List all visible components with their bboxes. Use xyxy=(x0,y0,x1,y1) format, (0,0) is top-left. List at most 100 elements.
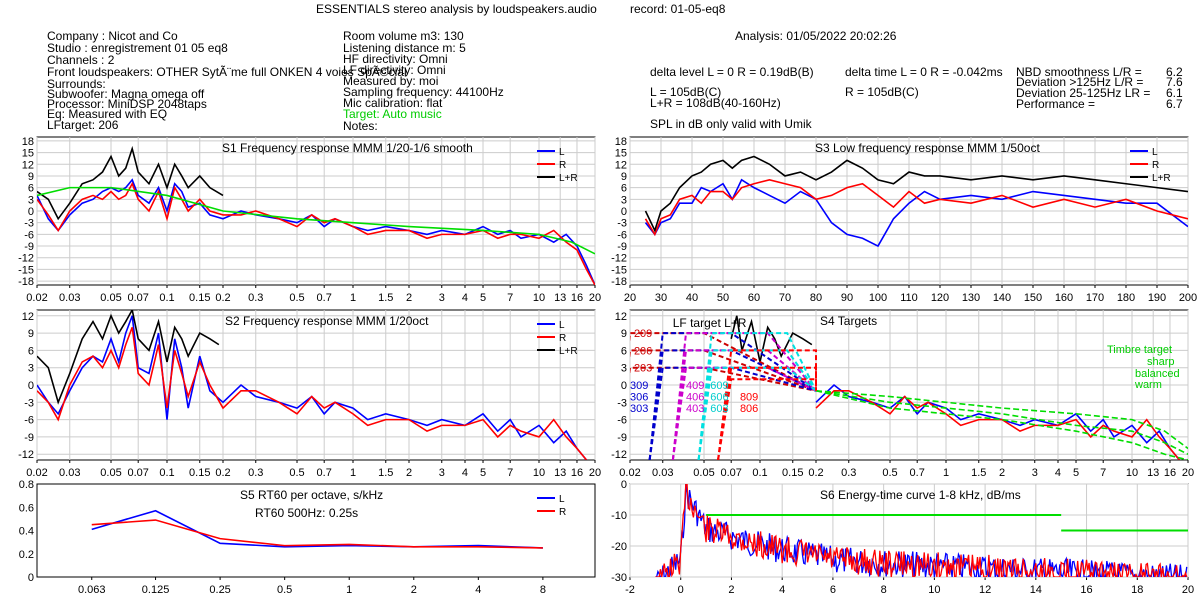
s1-xtick-label: 7 xyxy=(507,292,513,304)
s3-ytick-label: 3 xyxy=(621,194,627,206)
s5-xtick-label: 2 xyxy=(411,584,417,596)
s4-timbre-balanced: balanced xyxy=(1135,368,1180,380)
s4-lf-target-line xyxy=(671,366,817,460)
s4-lf-label: 603 xyxy=(710,403,728,415)
s6-xtick-label: 18 xyxy=(1131,584,1143,596)
s5-xtick-label: 8 xyxy=(540,584,546,596)
s5-frame xyxy=(36,483,596,578)
s3-ytick-label: -18 xyxy=(611,276,627,288)
s3-xtick-label: 80 xyxy=(810,292,822,304)
s1-ytick-label: -12 xyxy=(18,253,34,265)
spl-left-right: L+R = 108dB(40-160Hz) xyxy=(650,96,781,110)
s4-lf-label: 609 xyxy=(710,380,728,392)
s4-lf-label: 303 xyxy=(630,403,648,415)
s2-xtick-label: 0.3 xyxy=(248,467,263,479)
s2-ytick-label: 0 xyxy=(28,380,34,392)
s4-lf-label: 606 xyxy=(710,392,728,404)
s1-ytick-label: 12 xyxy=(22,159,34,171)
s6-title: S6 Energy-time curve 1-8 kHz, dB/ms xyxy=(820,488,1021,502)
info-processor: Processor: MiniDSP 2048taps xyxy=(47,97,207,111)
s3-xtick-label: 170 xyxy=(1086,292,1104,304)
s1-series-r xyxy=(37,181,595,285)
s1-series-lplusr xyxy=(37,145,224,221)
s3-xtick-label: 190 xyxy=(1148,292,1166,304)
s4-timbre-warm: warm xyxy=(1134,379,1162,391)
info-notes: Notes: xyxy=(343,119,378,133)
s2-title: S2 Frequency response MMM 1/20oct xyxy=(225,314,429,328)
s4-timbre-target: Timbre target xyxy=(1107,344,1172,356)
s4-lf-label: 209 xyxy=(634,328,652,340)
metric-performance-value: 6.7 xyxy=(1166,97,1183,111)
s2-xtick-label: 20 xyxy=(589,467,601,479)
s4-lf-target-line xyxy=(717,349,817,460)
s4-xtick-label: 0.07 xyxy=(720,467,741,479)
s6-xtick-label: 4 xyxy=(779,584,785,596)
s3-xtick-label: 90 xyxy=(841,292,853,304)
s3-series-r xyxy=(644,179,1188,237)
s1-legend-label: L+R xyxy=(559,173,578,184)
s4-xtick-label: 3 xyxy=(1032,467,1038,479)
s2-xtick-label: 0.5 xyxy=(289,467,304,479)
s2-xtick-label: 0.7 xyxy=(317,467,332,479)
s1-ytick-label: 3 xyxy=(28,194,34,206)
s4-ytick-label: 6 xyxy=(621,345,627,357)
s3-ytick-label: 15 xyxy=(615,148,627,160)
metric-dev-lf-label: Deviation 25-125Hz LR = xyxy=(1016,86,1151,100)
s6-xtick-label: 12 xyxy=(979,584,991,596)
s1-ytick-label: 18 xyxy=(22,136,34,148)
s1-series-target xyxy=(37,186,595,255)
s1-xtick-label: 0.2 xyxy=(215,292,230,304)
s4-xtick-label: 0.1 xyxy=(752,467,767,479)
s5-xtick-label: 1 xyxy=(346,584,352,596)
delta-time: delta time L = 0 R = -0.042ms xyxy=(845,65,1003,79)
s4-ytick-label: -9 xyxy=(617,432,627,444)
s2-xtick-label: 7 xyxy=(507,467,513,479)
s1-ytick-label: 15 xyxy=(22,148,34,160)
s1-ytick-label: -9 xyxy=(24,241,34,253)
analysis-date: Analysis: 01/05/2022 20:02:26 xyxy=(735,29,897,43)
s3-ytick-label: -6 xyxy=(617,229,627,241)
s2-xtick-label: 13 xyxy=(554,467,566,479)
s2-xtick-label: 0.2 xyxy=(215,467,230,479)
s2-xtick-label: 0.03 xyxy=(59,467,80,479)
s4-xtick-label: 1 xyxy=(943,467,949,479)
s3-xtick-label: 150 xyxy=(1024,292,1042,304)
s2-ytick-label: -9 xyxy=(24,432,34,444)
s4-xtick-label: 7 xyxy=(1100,467,1106,479)
s3-ytick-label: -3 xyxy=(617,218,627,230)
spl-note: SPL in dB only valid with Umik xyxy=(650,117,812,131)
s1-xtick-label: 0.5 xyxy=(289,292,304,304)
info-front-loudspeakers: Front loudspeakers: OTHER SytÃ¨me full O… xyxy=(47,65,407,79)
s4-lf-label: 406 xyxy=(686,392,704,404)
info-mic-calibration: Mic calibration: flat xyxy=(343,96,443,110)
s5-xtick-label: 0.5 xyxy=(277,584,292,596)
s6-xtick-label: -2 xyxy=(625,584,635,596)
s1-xtick-label: 0.1 xyxy=(159,292,174,304)
s5-ytick-label: 0.2 xyxy=(19,549,34,561)
s3-xtick-label: 200 xyxy=(1179,292,1197,304)
s3-legend-label: R xyxy=(1152,160,1159,171)
s4-xtick-label: 1.5 xyxy=(971,467,986,479)
s1-xtick-label: 16 xyxy=(571,292,583,304)
s5-ytick-label: 0.4 xyxy=(19,526,34,538)
s2-xtick-label: 1.5 xyxy=(378,467,393,479)
s6-etc-r xyxy=(655,484,1188,577)
s3-xtick-label: 60 xyxy=(748,292,760,304)
info-measured-by: Measured by: moi xyxy=(343,74,439,88)
s3-xtick-label: 40 xyxy=(686,292,698,304)
info-subwoofer: Subwoofer: Magna omega off xyxy=(47,87,205,101)
info-hf-directivity: HF directivity: Omni xyxy=(343,52,448,66)
s4-ytick-label: 3 xyxy=(621,363,627,375)
s4-xtick-label: 2 xyxy=(999,467,1005,479)
s4-series-warm xyxy=(815,389,1188,460)
s4-title: S4 Targets xyxy=(820,314,877,328)
info-room-volume: Room volume m3: 130 xyxy=(343,29,464,43)
s1-xtick-label: 10 xyxy=(533,292,545,304)
s5-annotation: RT60 500Hz: 0.25s xyxy=(255,506,358,520)
s3-ytick-label: 9 xyxy=(621,171,627,183)
s1-legend-label: R xyxy=(559,160,566,171)
s4-xtick-label: 16 xyxy=(1164,467,1176,479)
s3-xtick-label: 110 xyxy=(900,292,918,304)
s6-ytick-label: -10 xyxy=(611,510,627,522)
s4-xtick-label: 13 xyxy=(1147,467,1159,479)
